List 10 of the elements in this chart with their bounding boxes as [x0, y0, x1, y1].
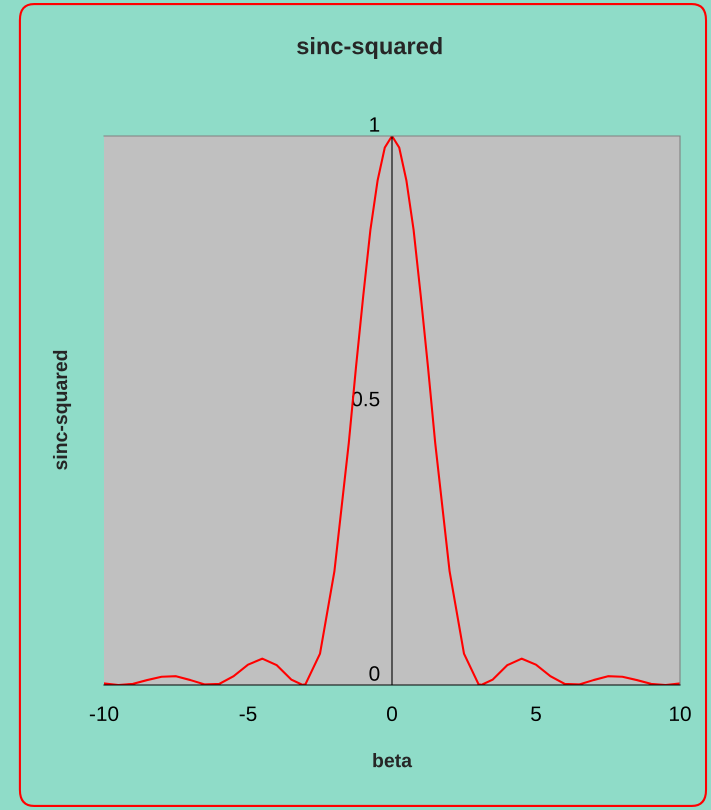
x-tick-label: -5 — [240, 706, 256, 722]
y-tick-label: 1 — [370, 117, 380, 132]
x-tick-label: 0 — [387, 706, 397, 722]
y-axis-title: sinc-squared — [52, 350, 72, 470]
chart-title: sinc-squared — [297, 36, 442, 60]
x-tick-label: 10 — [670, 706, 691, 722]
x-axis-title: beta — [373, 753, 412, 768]
x-tick-label: 5 — [531, 706, 541, 722]
x-tick-label: -10 — [90, 706, 118, 722]
y-tick-label: 0 — [369, 666, 380, 681]
